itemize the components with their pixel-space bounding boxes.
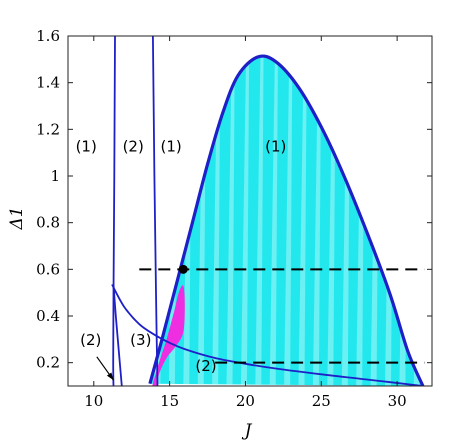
region-label: (2) (123, 138, 144, 156)
cyan-stripe (240, 56, 250, 386)
cyan-stripe (255, 56, 264, 386)
cyan-region-boundary (148, 54, 425, 386)
x-tick-label: 30 (388, 392, 407, 410)
cyan-stripe (226, 56, 235, 386)
y-tick-label: 1.6 (36, 27, 60, 45)
annotation-arrow-head (106, 372, 114, 381)
marker-point (178, 264, 188, 274)
x-axis-label: J (242, 421, 253, 441)
y-tick-label: 1 (50, 167, 60, 185)
plot-frame (67, 35, 433, 387)
y-tick-label: 1.4 (36, 74, 60, 92)
region-label: (1) (76, 138, 97, 156)
x-tick-label: 15 (160, 392, 179, 410)
y-axis-label: Δ1 (7, 206, 27, 230)
region-label: (1) (161, 138, 182, 156)
cyan-stripe (284, 56, 293, 386)
region-label: (2) (195, 357, 216, 375)
region-label: (1) (265, 138, 286, 156)
y-tick-label: 0.4 (36, 307, 60, 325)
region-label: (2) (80, 331, 101, 349)
lower-boundary-curve (111, 284, 424, 386)
vertical-boundary-hook (112, 284, 123, 386)
cyan-stripe (269, 56, 278, 386)
y-tick-label: 1.2 (36, 120, 60, 138)
vertical-boundary-line-2 (152, 36, 159, 386)
x-tick-label: 10 (84, 392, 103, 410)
y-tick-label: 0.8 (36, 214, 60, 232)
x-tick-label: 20 (236, 392, 255, 410)
cyan-stripe (312, 56, 322, 386)
region-label: (3) (130, 331, 151, 349)
magenta-region (152, 285, 185, 386)
vertical-boundary-line-1 (112, 36, 116, 386)
cyan-stripe (413, 56, 423, 386)
cyan-stripe (298, 56, 307, 386)
y-tick-label: 0.6 (36, 260, 60, 278)
x-tick-label: 25 (312, 392, 331, 410)
cyan-stripe (212, 56, 221, 386)
y-tick-label: 0.2 (36, 354, 60, 372)
